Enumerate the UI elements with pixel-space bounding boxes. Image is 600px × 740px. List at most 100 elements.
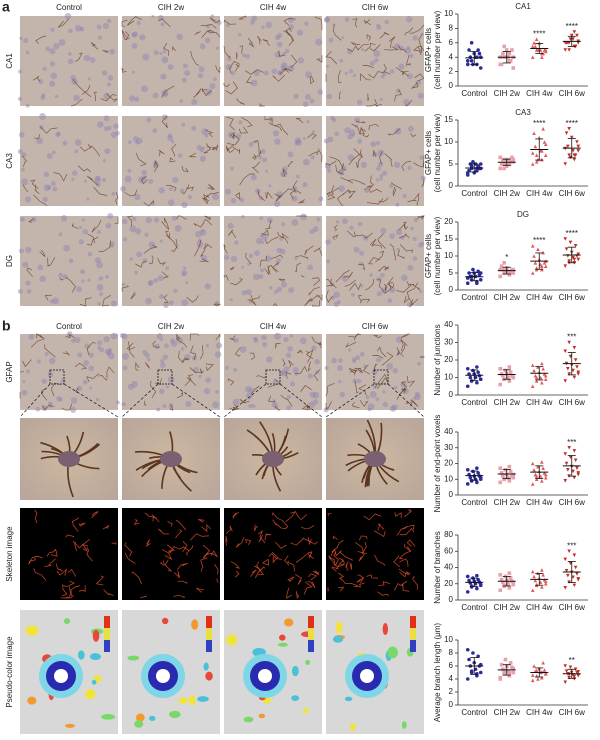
texture	[350, 42, 361, 45]
nucleus	[171, 340, 178, 347]
texture	[65, 277, 76, 293]
data-point	[541, 573, 545, 577]
data-point	[510, 155, 514, 160]
column-header: CIH 6w	[362, 322, 388, 331]
y-tick-label: 40	[444, 320, 453, 329]
nucleus	[256, 237, 263, 245]
nucleus	[94, 176, 102, 184]
texture	[274, 123, 289, 136]
texture	[121, 285, 129, 293]
texture	[176, 333, 180, 341]
data-point	[501, 580, 505, 584]
texture	[307, 361, 312, 373]
texture	[232, 146, 241, 154]
y-tick-label: 6	[449, 38, 454, 47]
column-header: CIH 4w	[260, 322, 286, 331]
blob	[77, 650, 85, 660]
data-point	[564, 131, 569, 135]
nucleus	[167, 64, 174, 71]
data-point	[475, 480, 479, 485]
texture	[67, 568, 77, 577]
significance: *	[505, 253, 508, 262]
texture	[223, 19, 237, 25]
nucleus	[119, 333, 125, 338]
nucleus	[265, 169, 269, 173]
data-point	[563, 264, 568, 268]
nucleus	[279, 248, 286, 255]
texture	[394, 580, 408, 591]
texture	[74, 52, 83, 62]
nucleus	[153, 50, 159, 56]
texture	[306, 349, 314, 363]
nucleus	[293, 93, 299, 99]
nucleus	[127, 168, 132, 173]
nucleus	[233, 337, 239, 343]
texture	[173, 571, 181, 579]
nucleus	[215, 389, 220, 394]
data-point	[543, 373, 548, 378]
texture	[267, 379, 281, 388]
texture	[130, 292, 136, 300]
data-point	[467, 657, 471, 662]
data-point	[511, 666, 516, 671]
data-point	[571, 575, 575, 580]
nucleus	[95, 397, 100, 402]
texture	[295, 255, 309, 260]
data-point	[508, 370, 513, 375]
data-point	[533, 578, 538, 583]
texture	[271, 551, 279, 564]
nucleus	[146, 117, 152, 123]
texture	[44, 294, 52, 301]
data-point	[499, 162, 504, 166]
data-point	[465, 468, 470, 472]
nucleus	[204, 37, 211, 44]
nucleus	[199, 229, 207, 236]
texture	[268, 122, 282, 132]
row-label: DG	[5, 255, 14, 267]
data-point	[542, 140, 547, 144]
texture	[300, 385, 312, 392]
data-point	[475, 365, 479, 369]
blob	[161, 617, 169, 625]
data-point	[465, 590, 470, 594]
nucleus	[21, 178, 29, 186]
nucleus	[215, 342, 223, 349]
nucleus	[326, 259, 330, 264]
nucleus	[403, 98, 410, 106]
nucleus	[18, 248, 24, 254]
nucleus	[349, 225, 354, 230]
nucleus	[315, 38, 323, 46]
x-tick-label: Control	[461, 89, 487, 98]
data-point	[541, 366, 545, 371]
texture	[404, 509, 412, 518]
texture	[200, 557, 208, 572]
texture	[325, 382, 335, 397]
texture	[98, 240, 112, 252]
texture	[55, 563, 63, 572]
texture	[343, 271, 353, 279]
texture	[417, 46, 422, 54]
texture	[181, 165, 189, 173]
texture	[374, 554, 386, 566]
data-point	[536, 247, 540, 251]
y-axis-label: Number of branches	[433, 531, 442, 603]
texture	[363, 19, 372, 26]
data-point	[564, 247, 569, 251]
nucleus	[266, 356, 273, 363]
texture	[404, 99, 413, 107]
texture	[277, 50, 285, 57]
nucleus	[165, 266, 170, 271]
texture	[78, 585, 86, 593]
y-axis-label: Number of junctions	[433, 324, 442, 395]
texture	[398, 45, 407, 53]
y-tick-label: 40	[444, 427, 453, 436]
data-point	[467, 578, 471, 583]
nucleus	[295, 174, 300, 179]
texture	[311, 336, 322, 346]
data-point	[530, 363, 535, 368]
y-tick-label: 0	[449, 181, 454, 190]
texture	[204, 215, 212, 221]
texture	[304, 297, 312, 307]
nucleus	[308, 401, 315, 408]
nucleus	[70, 397, 78, 404]
